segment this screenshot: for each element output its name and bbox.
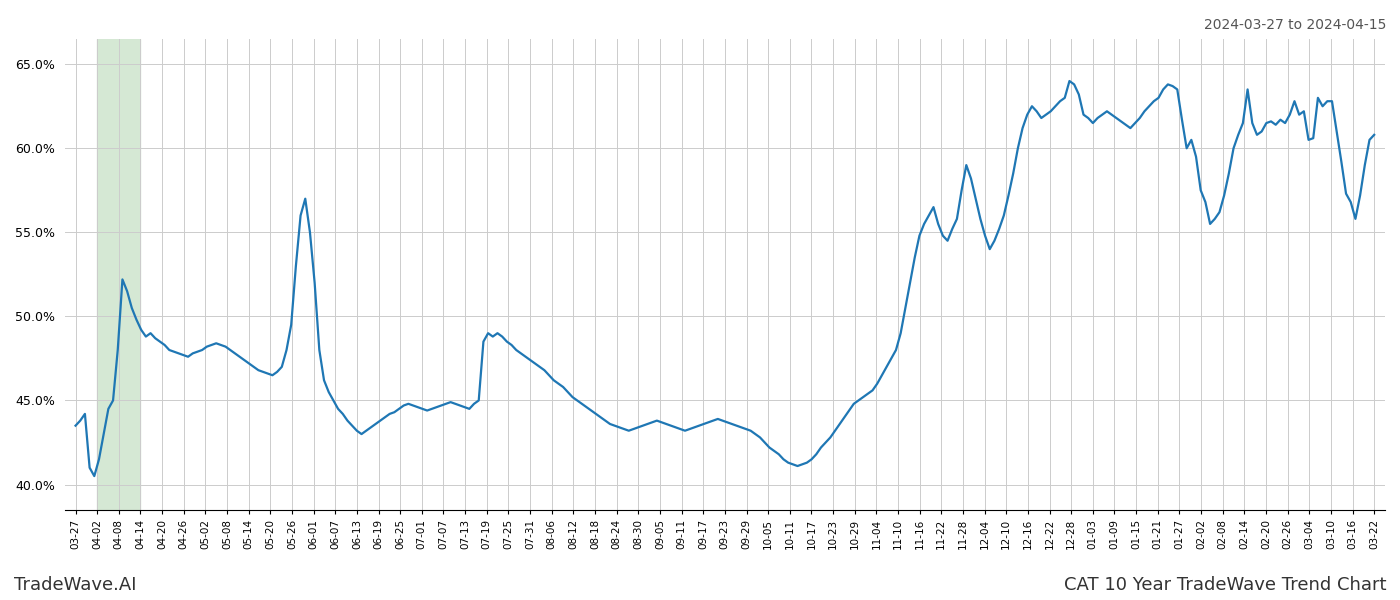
Text: 2024-03-27 to 2024-04-15: 2024-03-27 to 2024-04-15 [1204,18,1386,32]
Bar [97,39,140,510]
Text: TradeWave.AI: TradeWave.AI [14,576,137,594]
Text: CAT 10 Year TradeWave Trend Chart: CAT 10 Year TradeWave Trend Chart [1064,576,1386,594]
